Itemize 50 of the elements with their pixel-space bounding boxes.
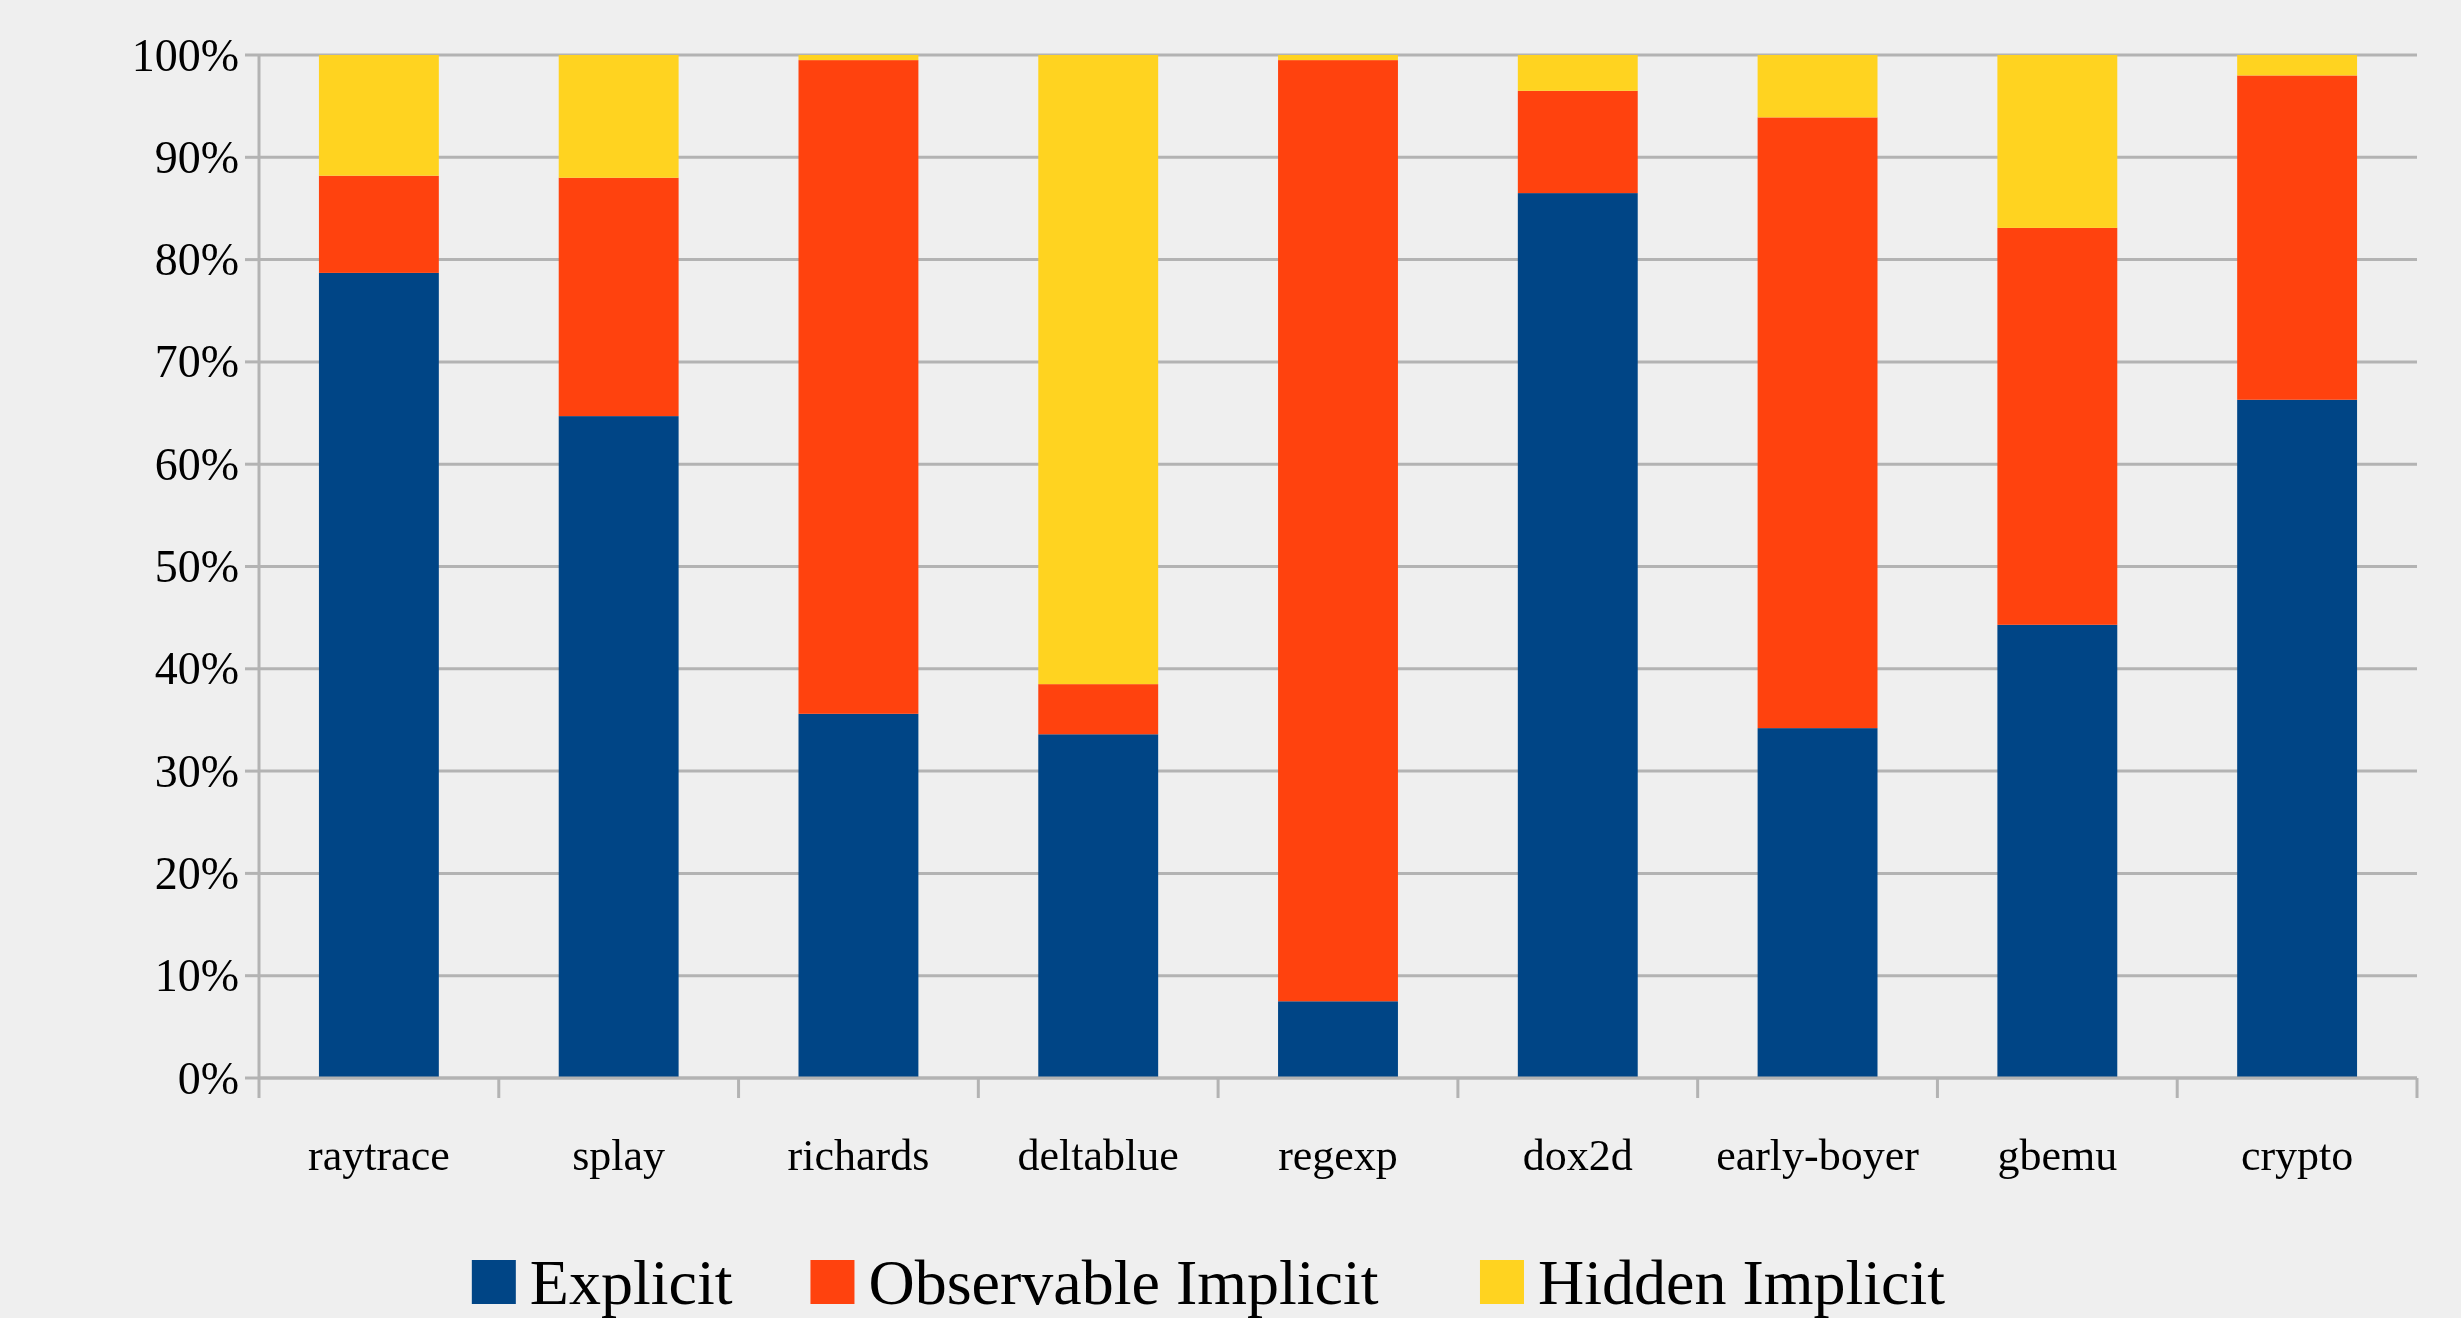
bar xyxy=(1517,90,1638,194)
bar xyxy=(798,60,919,714)
y-tick-label: 0% xyxy=(177,1052,239,1104)
bar xyxy=(1997,227,2118,625)
bar xyxy=(1517,55,1638,91)
bar xyxy=(1038,734,1159,1078)
bar xyxy=(2237,55,2358,76)
bar xyxy=(1757,55,1878,118)
y-tick-label: 80% xyxy=(154,234,239,286)
bar xyxy=(318,55,439,176)
x-tick-label: deltablue xyxy=(1017,1130,1179,1180)
bar xyxy=(558,177,679,417)
bar xyxy=(2237,399,2358,1078)
y-tick-label: 60% xyxy=(154,438,239,490)
x-tick-label: crypto xyxy=(2240,1130,2354,1180)
bar xyxy=(1757,728,1878,1078)
bar xyxy=(1278,55,1398,61)
x-tick-label: splay xyxy=(572,1130,666,1180)
bar xyxy=(798,713,919,1078)
y-tick-label: 40% xyxy=(154,643,239,695)
legend-label: Observable Implicit xyxy=(868,1246,1379,1318)
y-tick-label: 70% xyxy=(154,336,239,388)
bar xyxy=(1757,117,1878,729)
bar xyxy=(1278,60,1398,1002)
bar xyxy=(1278,1001,1398,1078)
x-tick-label: raytrace xyxy=(308,1130,450,1180)
y-tick-label: 20% xyxy=(154,847,239,899)
x-tick-label: gbemu xyxy=(1997,1130,2118,1180)
bar xyxy=(558,55,679,178)
legend-label: Explicit xyxy=(529,1246,733,1318)
bar xyxy=(1997,55,2118,228)
x-tick-label: dox2d xyxy=(1522,1130,1633,1180)
x-tick-label: richards xyxy=(787,1130,930,1180)
bar xyxy=(1517,193,1638,1078)
y-tick-label: 10% xyxy=(154,950,239,1002)
y-tick-label: 50% xyxy=(154,541,239,592)
bar xyxy=(798,55,919,61)
bar xyxy=(1997,624,2118,1078)
bar xyxy=(318,175,439,273)
bar xyxy=(318,272,439,1078)
y-tick-label: 90% xyxy=(154,131,239,183)
y-tick-label: 30% xyxy=(154,745,239,797)
bar xyxy=(558,416,679,1078)
bar xyxy=(1038,684,1159,735)
bar xyxy=(2237,75,2358,400)
x-tick-label: regexp xyxy=(1278,1130,1398,1180)
x-tick-label: early-boyer xyxy=(1716,1130,1920,1180)
bar xyxy=(1038,55,1159,685)
y-tick-label: 100% xyxy=(131,29,239,81)
legend-label: Hidden Implicit xyxy=(1537,1246,1946,1318)
